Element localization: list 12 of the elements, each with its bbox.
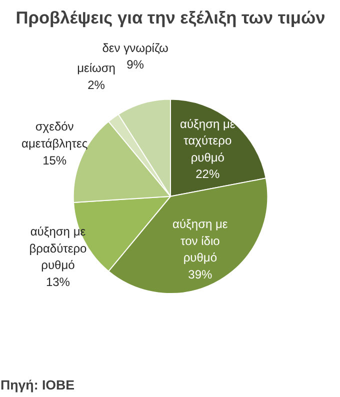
data-label: 13% <box>46 275 70 290</box>
slice-label: αύξηση με τον ίδιο ρυθμό <box>172 217 228 265</box>
text: Πηγή: ΙΟΒΕ <box>0 378 75 392</box>
data-label: 2% <box>88 78 106 92</box>
chart-title: Προβλέψεις για την εξέλιξη των τιμών <box>16 8 326 28</box>
data-label: 9% <box>126 58 144 72</box>
slice-label: σχεδόν αμετάβλητες <box>22 120 88 150</box>
slice-label: μείωση <box>77 60 116 75</box>
data-label: 22% <box>196 167 220 182</box>
data-label: 15% <box>42 153 67 168</box>
data-label: 39% <box>188 267 213 282</box>
slice-label: δεν γνωρίζω <box>102 40 168 55</box>
